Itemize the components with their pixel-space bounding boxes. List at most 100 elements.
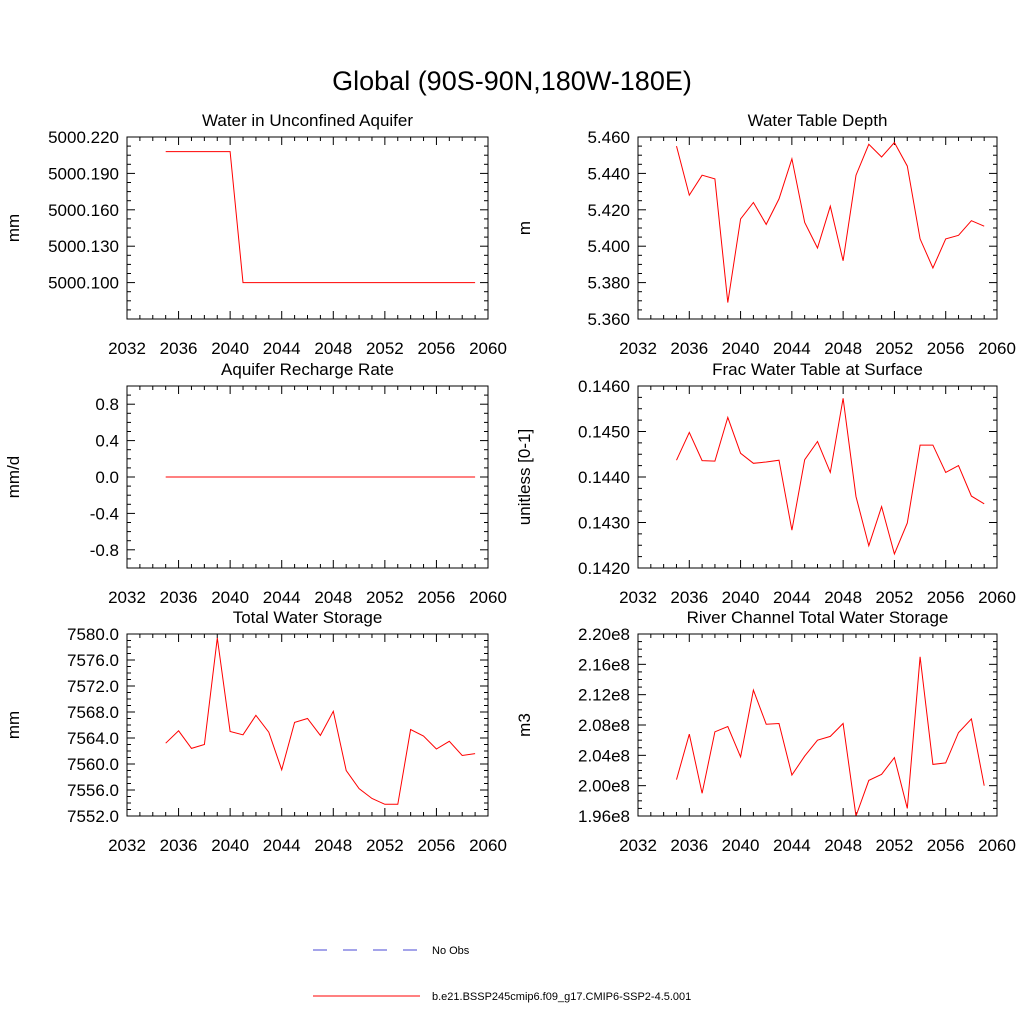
plot-frame	[126, 385, 489, 569]
y-tick-label: 2.00e8	[578, 777, 630, 796]
x-tick-label: 2036	[670, 588, 708, 607]
legend-label: b.e21.BSSP245cmip6.f09_g17.CMIP6-SSP2-4.…	[432, 991, 691, 1003]
x-tick-label: 2032	[619, 339, 657, 358]
y-tick-label: 5000.130	[48, 237, 119, 256]
series-line	[676, 141, 985, 303]
series-line	[165, 637, 476, 805]
x-tick-label: 2036	[160, 588, 198, 607]
y-axis-label: m	[515, 221, 534, 235]
y-tick-label: 2.08e8	[578, 716, 630, 735]
y-axis-label: mm	[4, 711, 23, 739]
y-axis-label: mm	[4, 214, 23, 242]
x-tick-label: 2048	[824, 588, 862, 607]
y-tick-label: 7552.0	[67, 807, 119, 826]
figure-title: Global (90S-90N,180W-180E)	[332, 66, 692, 96]
plot-frame	[637, 385, 998, 569]
x-tick-label: 2052	[876, 836, 914, 855]
y-tick-label: -0.4	[90, 504, 119, 523]
y-tick-label: 5000.220	[48, 128, 119, 147]
x-tick-label: 2048	[824, 836, 862, 855]
x-tick-label: 2040	[722, 339, 760, 358]
y-tick-label: 5.460	[587, 128, 630, 147]
x-tick-label: 2052	[366, 836, 404, 855]
x-tick-label: 2052	[366, 588, 404, 607]
y-tick-label: 0.1440	[578, 468, 630, 487]
y-tick-label: 2.04e8	[578, 746, 630, 765]
x-tick-label: 2040	[211, 339, 249, 358]
panel-title: Aquifer Recharge Rate	[221, 360, 394, 379]
y-tick-label: 5.400	[587, 237, 630, 256]
y-tick-label: 2.20e8	[578, 625, 630, 644]
x-tick-label: 2060	[469, 339, 507, 358]
x-tick-label: 2040	[211, 588, 249, 607]
x-tick-label: 2056	[927, 836, 965, 855]
x-tick-label: 2060	[978, 339, 1016, 358]
series-line	[676, 656, 985, 817]
y-tick-label: 2.12e8	[578, 686, 630, 705]
x-tick-label: 2056	[418, 339, 456, 358]
y-tick-label: 0.1420	[578, 559, 630, 578]
legend-label: No Obs	[432, 945, 470, 957]
y-tick-label: 5.360	[587, 310, 630, 329]
plot-frame	[126, 136, 489, 320]
y-axis-label: mm/d	[4, 456, 23, 499]
panel-3: Aquifer Recharge Rate 2032 2036 2040 2044 204…	[4, 360, 507, 607]
y-tick-label: 0.0	[95, 468, 119, 487]
x-tick-label: 2060	[978, 588, 1016, 607]
x-tick-label: 2044	[773, 588, 811, 607]
y-tick-label: 7564.0	[67, 729, 119, 748]
x-tick-label: 2044	[263, 588, 301, 607]
x-tick-label: 2032	[108, 339, 146, 358]
x-tick-label: 2056	[927, 588, 965, 607]
plot-frame	[637, 136, 998, 320]
x-tick-label: 2040	[722, 836, 760, 855]
x-tick-label: 2032	[108, 836, 146, 855]
panel-5: Total Water Storage 2032 2036 2040 2044 2048 2…	[4, 608, 507, 855]
x-tick-label: 2036	[160, 339, 198, 358]
panel-4: Frac Water Table at Surface 2032 2036 2040 2…	[515, 360, 1016, 607]
y-tick-label: 5000.100	[48, 274, 119, 293]
series-line	[165, 151, 476, 284]
x-tick-label: 2032	[108, 588, 146, 607]
y-tick-label: 7568.0	[67, 703, 119, 722]
x-tick-label: 2032	[619, 588, 657, 607]
x-tick-label: 2056	[418, 836, 456, 855]
x-tick-label: 2048	[824, 339, 862, 358]
y-tick-label: 0.1430	[578, 514, 630, 533]
x-tick-label: 2056	[927, 339, 965, 358]
x-tick-label: 2044	[773, 836, 811, 855]
x-tick-label: 2040	[722, 588, 760, 607]
panel-title: Total Water Storage	[233, 608, 383, 627]
y-tick-label: 7556.0	[67, 781, 119, 800]
y-tick-label: 7576.0	[67, 651, 119, 670]
series-line	[676, 398, 985, 556]
x-tick-label: 2044	[263, 836, 301, 855]
y-tick-label: 7580.0	[67, 625, 119, 644]
x-tick-label: 2044	[263, 339, 301, 358]
y-tick-label: 2.16e8	[578, 655, 630, 674]
x-tick-label: 2052	[876, 588, 914, 607]
y-tick-label: 1.96e8	[578, 807, 630, 826]
panel-1: Water in Unconfined Aquifer 2032 2036 2040 2…	[4, 111, 507, 358]
y-tick-label: 0.8	[95, 395, 119, 414]
x-tick-label: 2060	[469, 836, 507, 855]
x-tick-label: 2060	[469, 588, 507, 607]
y-tick-label: 0.1460	[578, 377, 630, 396]
y-tick-label: 5000.160	[48, 201, 119, 220]
x-tick-label: 2036	[160, 836, 198, 855]
panels: Water in Unconfined Aquifer 2032 2036 2040 2…	[4, 111, 1016, 855]
y-axis-label: m3	[515, 713, 534, 737]
panel-6: River Channel Total Water Storage 2032 203…	[515, 608, 1016, 855]
y-tick-label: 0.4	[95, 432, 119, 451]
x-tick-label: 2052	[366, 339, 404, 358]
x-tick-label: 2032	[619, 836, 657, 855]
x-tick-label: 2036	[670, 339, 708, 358]
y-tick-label: -0.8	[90, 541, 119, 560]
x-tick-label: 2048	[314, 588, 352, 607]
x-tick-label: 2040	[211, 836, 249, 855]
panel-title: River Channel Total Water Storage	[687, 608, 949, 627]
x-tick-label: 2048	[314, 836, 352, 855]
plot-frame	[126, 633, 489, 817]
y-tick-label: 5.440	[587, 164, 630, 183]
x-tick-label: 2056	[418, 588, 456, 607]
